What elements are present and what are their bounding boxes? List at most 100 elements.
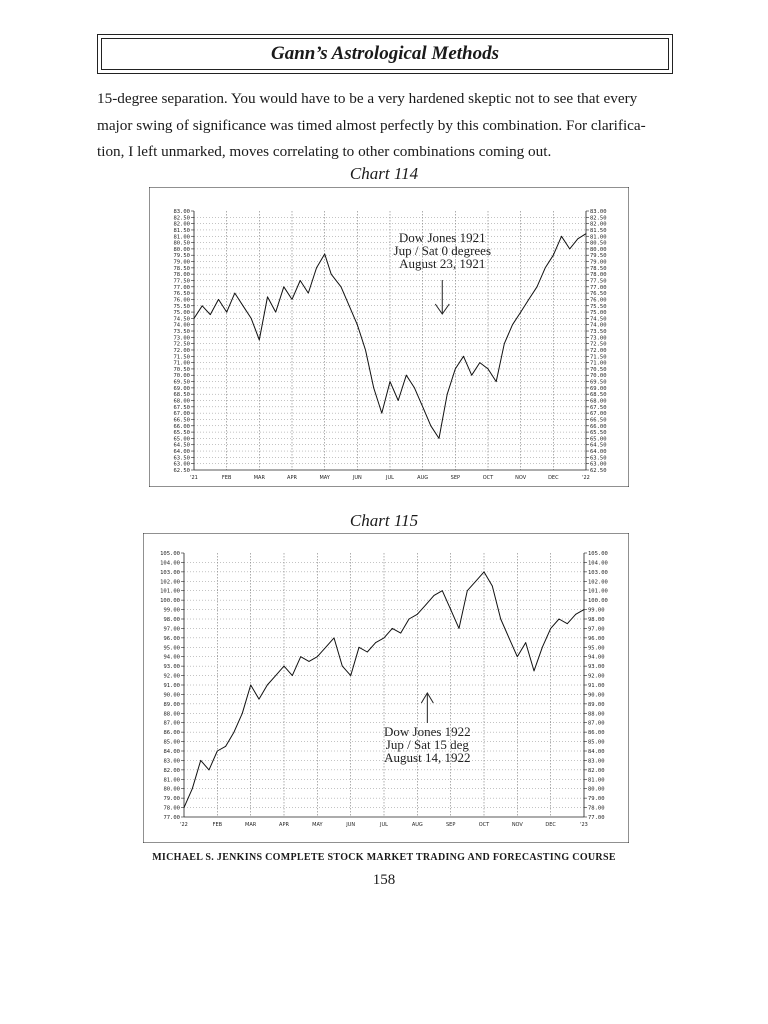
header-inner-border [101,38,669,70]
y-tick-label-right: 84.00 [588,749,605,755]
y-tick-label-left: 88.00 [163,711,180,717]
y-tick-label-left: 77.50 [173,278,190,284]
y-tick-label-right: 71.00 [590,361,607,367]
price-point [397,400,399,401]
y-tick-label-left: 66.00 [173,424,190,430]
x-tick-label: NOV [515,475,527,481]
y-tick-label-right: 70.50 [590,367,607,373]
price-point [241,712,243,714]
paragraph-line: tion, I left unmarked, moves correlating… [97,143,552,160]
price-point [250,318,252,319]
chart-annotation-line: August 23, 1921 [399,256,485,271]
y-tick-label-left: 79.50 [173,253,190,259]
price-point [308,661,310,662]
y-tick-label-left: 73.50 [173,329,190,335]
y-tick-label-right: 79.00 [590,260,607,266]
price-point [516,656,518,658]
y-tick-label-right: 86.00 [588,730,605,736]
price-point [366,651,368,653]
price-point [552,254,554,256]
price-point [441,590,443,592]
y-tick-label-right: 79.50 [590,253,607,259]
y-tick-label-left: 71.50 [173,354,190,360]
y-tick-label-left: 100.00 [160,598,180,604]
x-tick-label: AUG [417,475,428,481]
price-point [512,324,513,326]
x-tick-label: NOV [512,822,524,828]
y-tick-label-left: 94.00 [163,655,180,661]
price-point [226,311,228,313]
y-tick-label-left: 68.50 [173,392,190,398]
price-point [389,381,391,382]
chart-annotation-line: Dow Jones 1921 [399,230,486,245]
x-tick-label: MAR [254,475,266,481]
y-tick-label-right: 80.50 [590,241,607,247]
price-point [550,628,552,629]
y-tick-label-left: 83.00 [173,209,190,215]
price-point [183,807,185,808]
price-point [283,665,285,667]
page-number: 158 [372,872,396,888]
y-tick-label-left: 77.00 [163,815,180,821]
y-tick-label-left: 83.00 [163,758,180,764]
y-tick-label-right: 81.50 [590,228,607,234]
y-tick-label-right: 75.00 [590,310,607,316]
price-point [541,646,543,648]
price-point [528,299,530,300]
price-point [577,238,579,240]
y-tick-label-right: 82.00 [588,768,605,774]
y-tick-label-right: 101.00 [588,589,608,595]
y-tick-label-left: 73.00 [173,335,190,341]
y-tick-label-right: 63.50 [590,455,607,461]
y-tick-label-right: 74.50 [590,316,607,322]
y-tick-label-right: 78.00 [588,806,605,812]
price-point [446,393,448,395]
price-point [333,637,335,639]
y-tick-label-right: 104.00 [588,560,608,566]
paragraph-line: major swing of significance was timed al… [97,116,646,134]
y-tick-label-left: 96.00 [163,636,180,642]
price-point [324,253,326,255]
y-tick-label-right: 81.00 [590,234,607,240]
y-tick-label-left: 62.50 [173,468,190,474]
y-tick-label-left: 78.00 [163,806,180,812]
y-tick-label-left: 76.50 [173,291,190,297]
price-point [425,604,427,606]
y-tick-label-right: 102.00 [588,579,608,585]
price-point [508,637,510,639]
chart-annotation-line: August 14, 1922 [384,750,470,765]
paragraph-line: 15-degree separation. You would have to … [97,90,638,107]
y-tick-label-right: 77.00 [588,815,605,821]
y-tick-label-left: 74.00 [173,323,190,329]
y-tick-label-right: 105.00 [588,551,608,557]
y-tick-label-right: 76.00 [590,297,607,303]
y-tick-label-right: 73.00 [590,335,607,341]
chart-115: '22 FEB MAR APR MAY JUN JUL AUG SEP OCT NOV DEC '23 1… [143,533,629,843]
y-tick-label-left: 78.00 [173,272,190,278]
y-tick-label-left: 102.00 [160,579,180,585]
price-point [275,311,277,313]
price-point [201,305,203,307]
price-point [341,665,343,667]
y-tick-label-right: 77.00 [590,285,607,291]
price-point [299,280,301,281]
price-point [430,425,432,427]
y-tick-label-right: 96.00 [588,636,605,642]
chart-annotation-line: Jup / Sat 15 deg [386,737,470,752]
y-tick-label-right: 68.00 [590,399,607,405]
y-tick-label-left: 87.00 [163,721,180,727]
price-point [416,613,418,615]
y-tick-label-right: 77.50 [590,278,607,284]
y-tick-label-left: 65.50 [173,430,190,436]
x-tick-label: '22 [582,475,590,481]
y-tick-label-left: 80.00 [163,787,180,793]
y-tick-label-left: 97.00 [163,626,180,632]
price-point [558,618,560,620]
y-tick-label-left: 66.50 [173,417,190,423]
y-tick-label-right: 80.00 [588,787,605,793]
y-tick-label-right: 70.00 [590,373,607,379]
price-point [450,609,452,610]
chart-frame [149,187,629,487]
x-tick-label: JUL [385,475,394,481]
y-tick-label-right: 75.50 [590,304,607,310]
